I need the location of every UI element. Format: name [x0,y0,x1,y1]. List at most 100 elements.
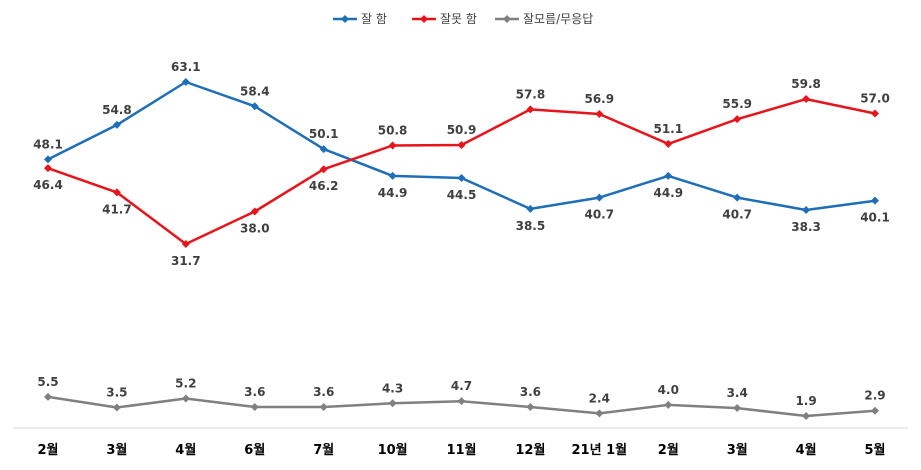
data-point [526,105,535,114]
data-label: 56.9 [584,92,614,106]
x-tick-label: 3월 [106,442,127,458]
data-label: 2.9 [864,389,885,403]
data-point [457,173,466,182]
data-point [664,171,673,180]
data-point [44,392,52,401]
legend-label: 잘 함 [361,12,387,26]
data-label: 46.4 [33,178,63,192]
x-tick-label: 2월 [658,442,679,458]
data-point [664,400,673,409]
data-label: 31.7 [171,254,201,268]
legend-label: 잘못 함 [440,12,477,26]
data-label: 46.2 [309,179,339,193]
data-point [181,240,190,248]
legend-marker [503,15,511,23]
series-layer [44,78,879,420]
data-point [733,404,742,413]
data-point [457,397,466,406]
data-point [457,140,466,149]
data-label: 41.7 [102,202,132,216]
data-point [733,115,742,124]
data-label: 4.0 [658,383,679,397]
data-point [802,95,811,104]
data-label: 3.5 [106,386,127,400]
data-label: 44.9 [378,186,408,200]
data-label: 40.7 [722,208,752,222]
data-point [319,165,328,174]
data-label: 3.6 [313,385,334,399]
x-tick-label: 7월 [313,442,334,458]
data-label: 3.4 [727,386,748,400]
data-label: 58.4 [240,84,270,98]
data-label: 51.1 [653,122,683,136]
data-labels: 48.1 54.8 63.1 58.4 50.1 44.9 44.5 38.5 40.7 44.9… [33,60,890,408]
data-point [595,193,604,202]
data-label: 38.3 [791,220,821,234]
data-point [595,409,604,418]
data-point [526,402,535,411]
data-point [871,406,879,415]
data-point [44,164,52,173]
data-label: 50.9 [447,123,477,137]
series-3 [44,392,879,420]
series-line [47,97,876,246]
data-label: 50.8 [378,124,408,138]
data-label: 59.8 [791,77,821,91]
x-tick-label: 4월 [175,442,196,458]
x-tick-label: 4월 [796,442,817,458]
data-point [871,109,879,118]
x-tick-label: 21년 1월 [572,442,628,458]
data-point [388,399,397,408]
data-label: 48.1 [33,137,63,151]
data-label: 44.9 [653,186,683,200]
data-point [181,78,190,87]
data-point [664,139,673,148]
data-point [44,155,52,164]
data-point [733,193,742,202]
data-label: 4.3 [382,381,403,395]
x-tick-label: 6월 [244,442,265,458]
data-point [595,110,604,119]
data-point [112,188,121,197]
data-label: 38.5 [516,219,546,233]
data-label: 63.1 [171,60,201,74]
x-tick-label: 12월 [515,442,545,458]
data-label: 44.5 [447,188,477,202]
data-label: 5.5 [37,375,58,389]
x-tick-label: 10월 [378,442,408,458]
x-tick-label: 5월 [864,442,885,458]
data-point [319,145,328,154]
legend-label: 잘모름/무응답 [523,12,593,26]
data-point [250,102,259,111]
data-point [388,141,397,150]
legend-item-2: 잘못 함 [412,12,477,26]
data-point [871,196,879,205]
x-tick-label: 2월 [37,442,58,458]
x-tick-label: 11월 [446,442,476,458]
data-label: 5.2 [175,377,196,391]
data-label: 3.6 [520,385,541,399]
legend: 잘 함 잘못 함 잘모름/무응답 [333,12,593,26]
data-point [802,412,811,420]
data-label: 4.7 [451,379,472,393]
data-point [112,120,121,129]
data-label: 55.9 [722,97,752,111]
series-1 [44,78,879,214]
data-label: 40.1 [860,211,890,225]
legend-item-1: 잘 함 [333,12,387,26]
data-label: 40.7 [584,208,614,222]
data-point [526,204,535,213]
data-label: 57.0 [860,92,890,106]
data-point [802,205,811,214]
data-label: 57.8 [516,87,546,101]
legend-item-3: 잘모름/무응답 [495,12,593,26]
data-point [250,207,259,216]
x-axis-ticks: 2월 3월 4월 6월 7월 10월 11월 12월 21년 1월 2월 3월 4월 5월 [37,442,885,458]
data-point [319,402,328,411]
data-label: 38.0 [240,222,270,236]
data-point [250,402,259,411]
data-label: 1.9 [795,394,816,408]
data-point [181,394,190,403]
data-point [388,171,397,180]
